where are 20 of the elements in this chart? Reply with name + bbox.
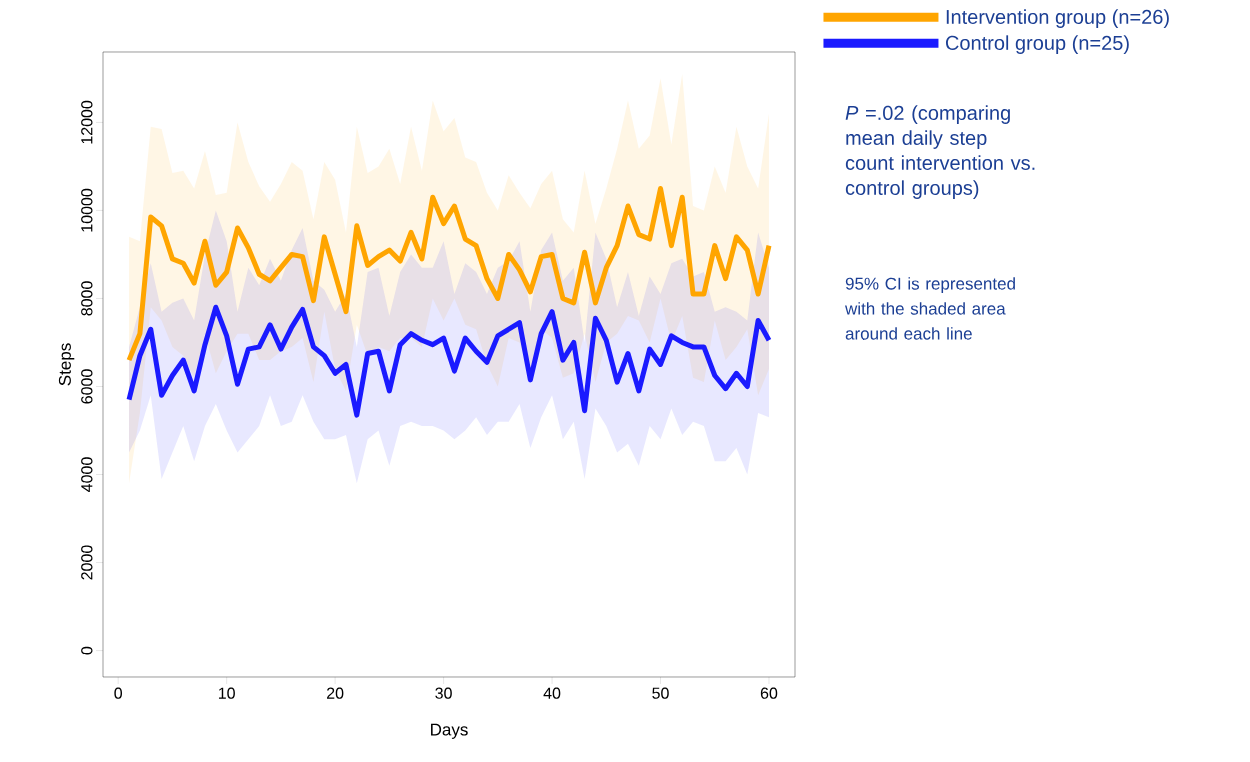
y-tick-label: 6000: [81, 369, 93, 404]
text: Intervention group (n=26): [946, 9, 1169, 28]
y-tick-label: 4000: [81, 457, 93, 492]
y-tick-label: 0: [81, 646, 93, 655]
x-axis-title: Days: [431, 723, 468, 739]
text: 95% CI is represented with the shaded area around each line: [845, 277, 1015, 340]
x-tick-label: 20: [327, 687, 344, 699]
y-axis-title: Steps: [58, 343, 75, 386]
x-tick-label: 40: [543, 687, 561, 699]
x-tick-label: 10: [218, 687, 235, 699]
text: P =.02 (comparing mean daily step count intervention vs. control groups): [845, 105, 1035, 199]
text: Control group (n=25): [945, 35, 1129, 54]
y-tick-label: 2000: [81, 545, 93, 580]
x-tick-label: 60: [760, 687, 778, 699]
y-tick-label: 8000: [81, 281, 93, 316]
x-tick-label: 50: [652, 687, 669, 699]
x-tick-label: 0: [114, 687, 123, 699]
x-tick-label: 30: [435, 687, 452, 699]
y-tick-label: 12000: [81, 100, 93, 144]
y-tick-label: 10000: [81, 188, 93, 232]
